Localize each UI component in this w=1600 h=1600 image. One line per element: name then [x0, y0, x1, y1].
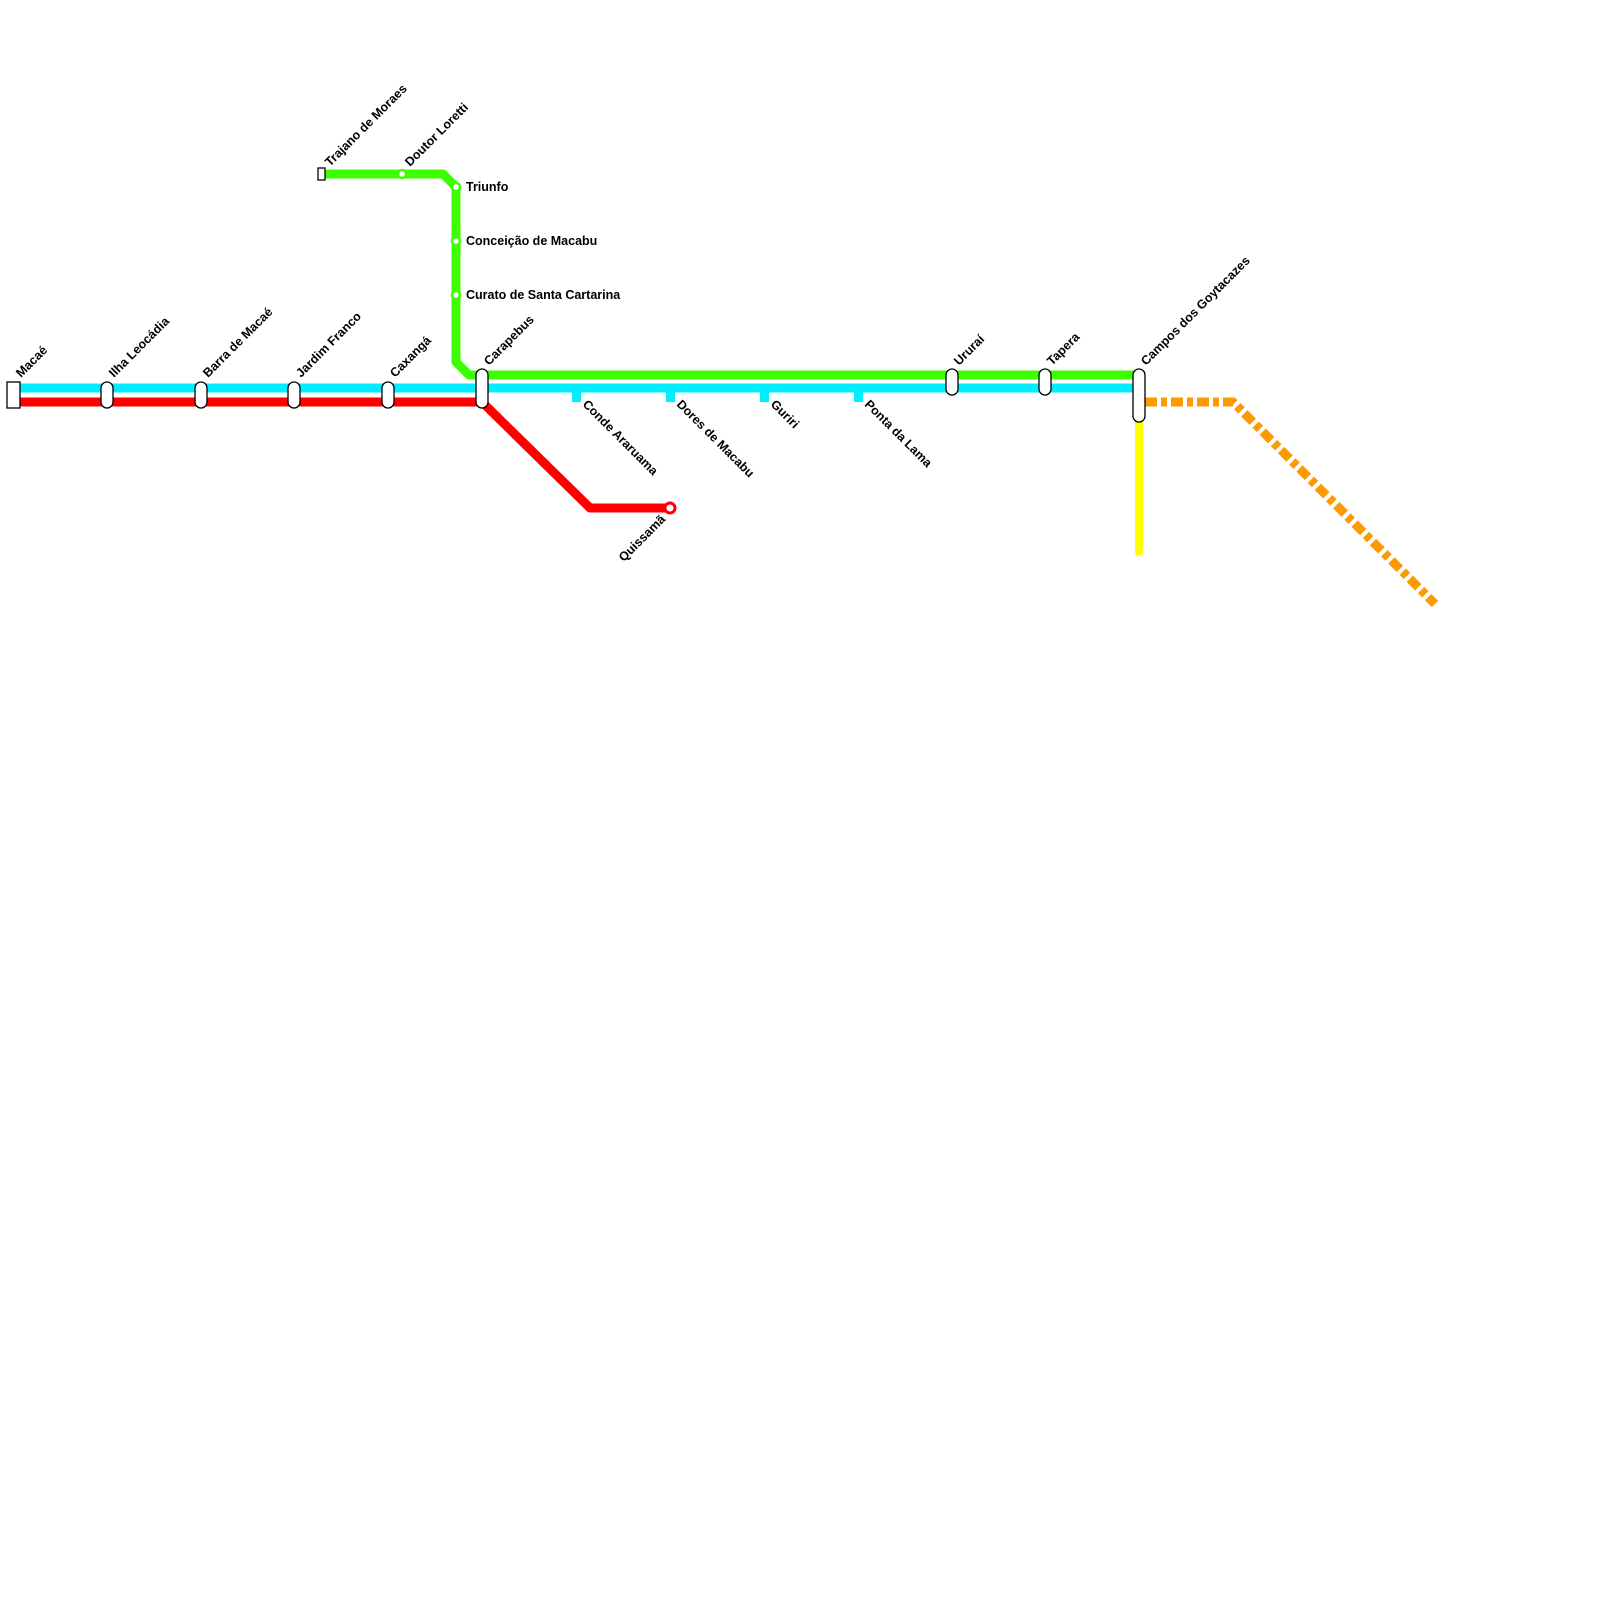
station-marker-curato[interactable]: [450, 289, 462, 301]
station-marker-tapera[interactable]: [1038, 368, 1052, 396]
station-marker-campos[interactable]: [1132, 368, 1146, 423]
label-conde-araruama: Conde Araruama: [580, 397, 662, 479]
label-quissama: Quissamã: [616, 512, 668, 564]
station-tick-ponta-da-lama[interactable]: [854, 388, 863, 402]
label-campos: Campos dos Goytacazes: [1138, 254, 1253, 369]
station-tick-conde-araruama[interactable]: [572, 388, 581, 402]
station-marker-barra-de-macae[interactable]: [194, 381, 208, 409]
station-tick-guriri[interactable]: [760, 388, 769, 402]
label-conceicao: Conceição de Macabu: [466, 234, 597, 248]
station-marker-caxanga[interactable]: [381, 381, 395, 409]
label-tapera: Tapera: [1044, 329, 1083, 368]
label-jardim-franco: Jardim Franco: [293, 309, 364, 380]
label-ponta-da-lama: Ponta da Lama: [862, 397, 936, 471]
label-urura: Ururaí: [951, 332, 987, 368]
red-line: [13, 397, 670, 513]
station-tick-dores-de-macabu[interactable]: [666, 388, 675, 402]
label-doutor-loretti: Doutor Loretti: [402, 100, 471, 169]
label-dores-de-macabu: Dores de Macabu: [674, 397, 757, 480]
label-ilha-leocadia: Ilha Leocádia: [106, 313, 173, 380]
station-marker-doutor-loretti[interactable]: [396, 168, 408, 180]
station-marker-urura[interactable]: [945, 368, 959, 396]
green-line: [321, 169, 1139, 380]
station-marker-quissama[interactable]: [663, 501, 677, 515]
label-triunfo: Triunfo: [466, 180, 509, 194]
station-marker-macae[interactable]: [6, 381, 21, 409]
station-marker-triunfo[interactable]: [450, 181, 462, 193]
label-trajano: Trajano de Moraes: [322, 82, 410, 170]
label-barra-de-macae: Barra de Macaé: [200, 305, 275, 380]
station-marker-carapebus[interactable]: [475, 368, 489, 409]
label-curato: Curato de Santa Cartarina: [466, 288, 621, 302]
label-carapebus: Carapebus: [481, 313, 537, 369]
station-marker-ilha-leocadia[interactable]: [100, 381, 114, 409]
label-macae: Macaé: [13, 343, 50, 380]
station-marker-conceicao[interactable]: [450, 235, 462, 247]
label-caxanga: Caxangá: [387, 333, 434, 380]
station-marker-trajano[interactable]: [317, 167, 326, 181]
orange-line: [1145, 397, 1439, 608]
label-guriri: Guriri: [768, 397, 802, 431]
station-marker-jardim-franco[interactable]: [287, 381, 301, 409]
